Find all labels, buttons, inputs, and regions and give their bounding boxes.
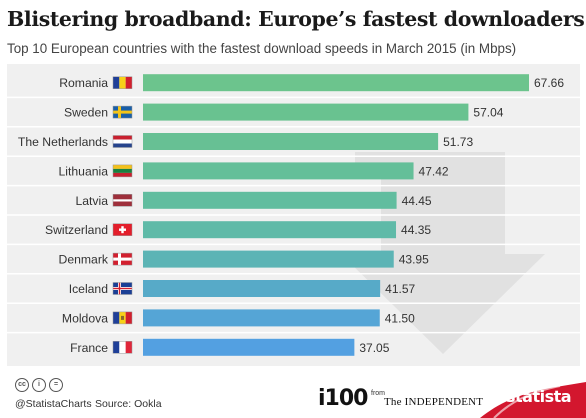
statista-logo[interactable]: statista [506,387,572,406]
bar-latvia [143,191,397,209]
footer: cc i = @StatistaCharts Source: Ookla i10… [0,372,586,418]
category-label: Sweden [64,106,108,120]
category-label: Moldova [62,311,108,325]
flag-moldova-icon [112,311,133,325]
from-label: from [371,390,385,397]
creative-commons-icons: cc i = [15,378,63,392]
flag-sweden-icon [112,105,133,119]
bar-romania [143,74,529,92]
flag-netherlands-icon [112,135,133,148]
bar-france [143,338,355,356]
flag-denmark-icon [112,252,133,266]
flag-france-icon [112,341,133,354]
category-label: Iceland [69,282,108,296]
bar-the-netherlands [143,133,439,150]
bar-switzerland [143,221,397,239]
value-label: 44.45 [402,194,432,208]
value-label: 44.35 [401,223,431,237]
bar-denmark [143,250,394,268]
flag-romania-icon [112,76,133,89]
source-note: Source: Ookla [95,398,162,410]
value-label: 51.73 [443,135,473,149]
value-label: 41.50 [385,311,415,325]
independent-logo: The INDEPENDENT [384,396,484,408]
value-label: 43.95 [399,253,429,267]
flag-latvia-icon [112,194,133,207]
bar-sweden [143,103,469,121]
chart-area: Romania 67.66 Sweden 57.04 The Netherlands 51… [7,64,580,366]
value-label: 37.05 [359,341,389,355]
category-label: Latvia [75,194,108,208]
bar-moldova [143,309,380,327]
value-label: 67.66 [534,76,564,90]
flag-switzerland-icon [112,223,133,236]
statista-handle[interactable]: @StatistaCharts [15,398,92,410]
value-label: 57.04 [473,106,503,120]
chart-subtitle: Top 10 European countries with the faste… [7,41,517,56]
category-label: Denmark [59,253,109,267]
bar-lithuania [143,162,414,180]
bar-chart: Romania 67.66 Sweden 57.04 The Netherlands 51… [7,74,580,356]
category-label: The Netherlands [18,135,108,149]
category-label: Romania [59,76,108,90]
attribution-icon: i [32,378,46,392]
chart-title: Blistering broadband: Europe’s fastest d… [7,7,585,31]
bar-iceland [143,280,381,297]
statista-swoosh-icon [480,382,586,418]
cc-icon: cc [15,378,29,392]
value-label: 41.57 [385,282,415,296]
category-label: Lithuania [59,164,109,178]
flag-iceland-icon [112,282,133,295]
flag-lithuania-icon [112,164,133,178]
no-derivatives-icon: = [49,378,63,392]
i100-logo: i100 [318,386,368,411]
category-label: Switzerland [45,223,108,237]
category-label: France [70,341,108,355]
value-label: 47.42 [419,164,449,178]
